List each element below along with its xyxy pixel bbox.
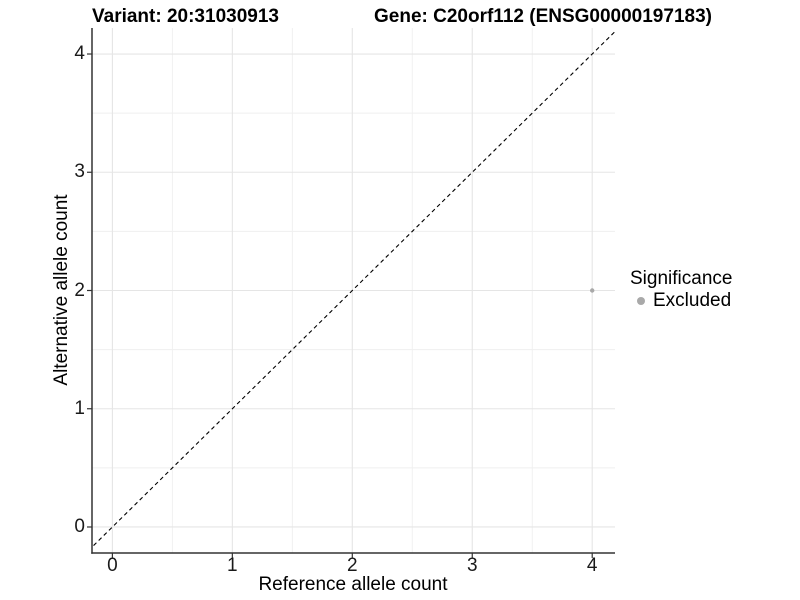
gene-title: Gene: C20orf112 (ENSG00000197183): [374, 6, 712, 27]
legend-title: Significance: [630, 268, 733, 289]
excluded-point-icon: [637, 296, 645, 305]
y-tick-label: 2: [74, 279, 85, 301]
identity-line: [92, 30, 615, 548]
data-point: [590, 288, 595, 293]
x-axis-title: Reference allele count: [258, 574, 448, 595]
x-tick-label: 1: [227, 555, 238, 576]
x-tick-label: 0: [107, 555, 118, 576]
variant-title: Variant: 20:31030913: [92, 6, 279, 27]
legend: Significance Excluded: [630, 268, 732, 311]
x-tick-label: 4: [586, 555, 598, 576]
y-tick-label: 1: [74, 397, 85, 419]
y-tick-label: 3: [74, 161, 85, 183]
x-tick-label: 3: [466, 555, 478, 576]
y-tick-label: 0: [74, 515, 85, 537]
y-axis-title: Alternative allele count: [51, 194, 72, 386]
legend-item-label: Excluded: [653, 290, 732, 311]
legend-item-excluded: Excluded: [630, 290, 732, 311]
y-tick-label: 4: [74, 43, 85, 64]
x-tick-label: 2: [347, 555, 358, 576]
